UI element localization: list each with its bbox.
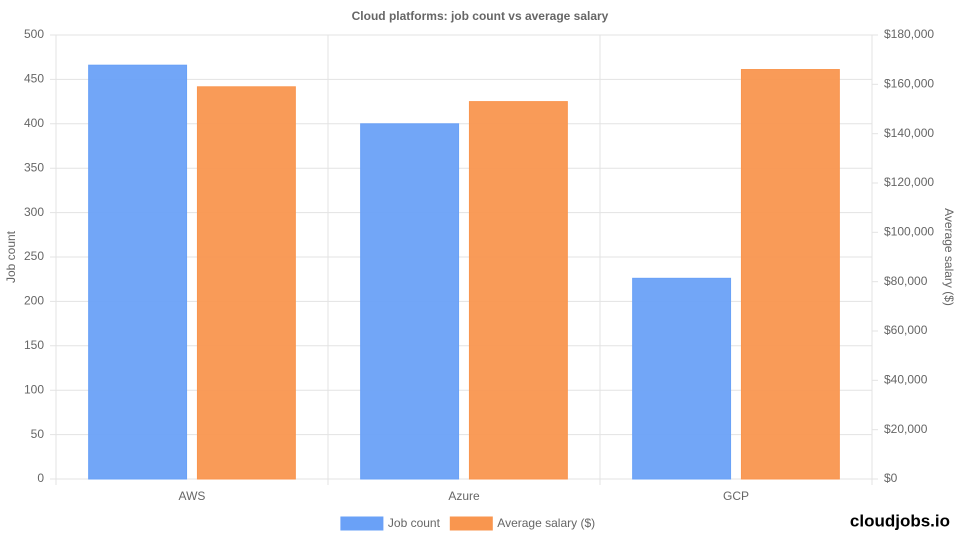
y2-tick-label: $140,000 (884, 126, 934, 140)
y2-tick-label: $180,000 (884, 27, 934, 41)
y2-tick-label: $20,000 (884, 422, 928, 436)
y-tick-label: 0 (37, 471, 44, 485)
y-tick-label: 450 (24, 72, 44, 86)
y-tick-label: 300 (24, 205, 44, 219)
bar (360, 123, 460, 480)
watermark: cloudjobs.io (850, 511, 950, 530)
bar (740, 69, 840, 480)
y-tick-label: 400 (24, 116, 44, 130)
bar (468, 101, 568, 480)
bar (632, 277, 732, 480)
y2-tick-label: $40,000 (884, 373, 928, 387)
y-axis-title: Job count (4, 230, 18, 283)
y-tick-label: 50 (31, 427, 45, 441)
y2-tick-label: $160,000 (884, 77, 934, 91)
bar (88, 64, 188, 480)
y2-tick-label: $80,000 (884, 274, 928, 288)
legend-label: Average salary ($) (497, 516, 595, 530)
bar (196, 86, 296, 480)
y-tick-label: 350 (24, 160, 44, 174)
y-tick-label: 250 (24, 249, 44, 263)
y2-axis-title: Average salary ($) (942, 208, 956, 306)
y2-tick-label: $60,000 (884, 323, 928, 337)
x-tick-label: GCP (723, 489, 749, 503)
legend-swatch (449, 516, 493, 531)
x-tick-label: Azure (448, 489, 480, 503)
y2-tick-label: $100,000 (884, 225, 934, 239)
y-tick-label: 200 (24, 294, 44, 308)
y-tick-label: 500 (24, 27, 44, 41)
legend-swatch (340, 516, 384, 531)
y-tick-label: 100 (24, 382, 44, 396)
chart-title: Cloud platforms: job count vs average sa… (352, 9, 609, 23)
y2-tick-label: $0 (884, 471, 898, 485)
y-tick-label: 150 (24, 338, 44, 352)
legend-label: Job count (388, 516, 441, 530)
y2-tick-label: $120,000 (884, 175, 934, 189)
x-tick-label: AWS (179, 489, 206, 503)
